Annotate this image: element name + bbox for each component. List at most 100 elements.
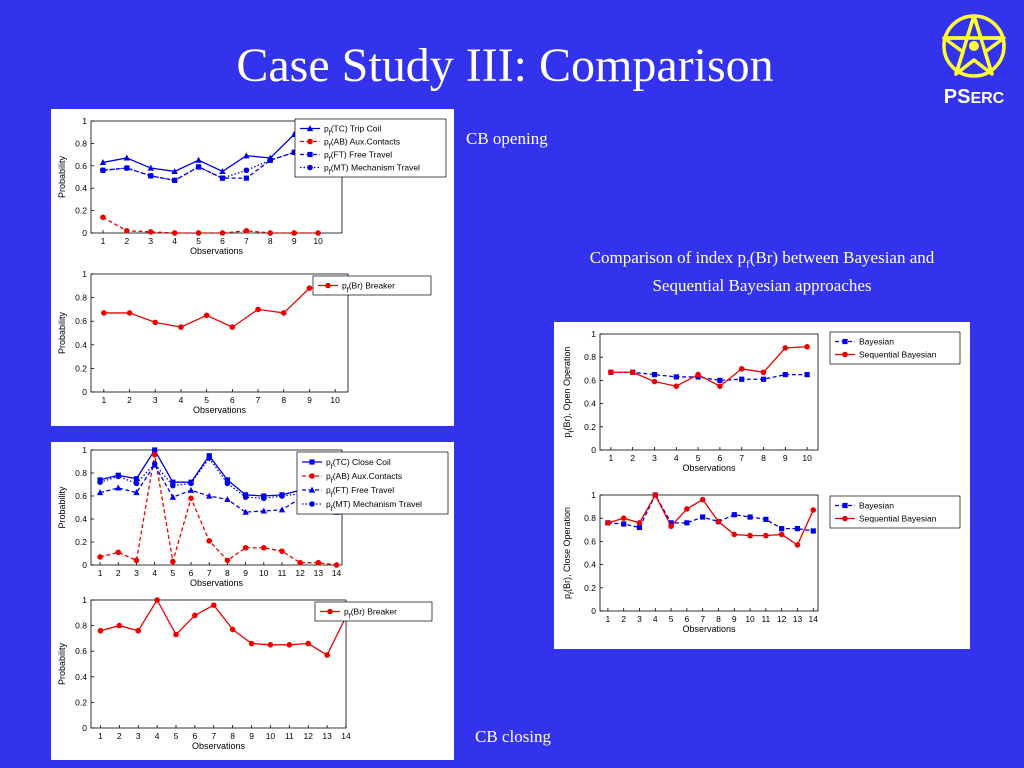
x-tick-label: 2 [116,568,121,578]
series-line [100,598,347,656]
x-tick-label: 9 [249,731,254,741]
data-point [248,640,255,647]
data-point [297,559,303,566]
legend-entry: Sequential Bayesian [859,350,937,360]
x-tick-label: 2 [630,453,635,463]
x-tick-label: 11 [285,731,294,741]
comparison-caption-pre: Comparison of index p [589,248,747,267]
series-line [103,286,336,328]
data-point [684,506,690,512]
data-point [219,168,226,174]
x-tick-label: 10 [266,731,276,741]
y-tick-label: 0.2 [584,422,596,432]
data-point [173,631,179,638]
data-point [315,230,321,236]
data-point [135,627,142,634]
y-tick-label: 0.8 [584,352,596,362]
x-tick-label: 8 [761,453,766,463]
y-tick-label: 0.4 [75,183,87,193]
series-line [102,216,319,234]
legend-marker [842,515,848,522]
data-point [260,495,267,502]
y-tick-label: 0.6 [75,316,87,326]
data-point [636,524,643,531]
data-point [124,165,130,171]
caption-cb-closing: CB closing [475,727,552,746]
x-tick-label: 14 [332,568,342,578]
data-point [169,493,177,500]
series-1 [97,451,340,568]
series-0 [101,284,338,330]
x-tick-label: 4 [172,236,177,246]
data-point [224,477,231,483]
x-axis-label: Observations [190,246,244,256]
data-point [738,366,745,372]
x-tick-label: 2 [127,395,132,405]
data-point [700,514,706,520]
y-tick-label: 0 [82,387,87,397]
legend-entry: pf(AB) Aux.Contacts [324,137,400,151]
legend-marker [309,473,315,479]
plot-area [90,273,349,393]
data-point [315,559,322,566]
y-tick-label: 0.2 [75,537,87,547]
legend-box [312,275,432,296]
data-point [229,626,236,633]
x-axis-label: Observations [193,405,247,415]
slide-title: Case Study III: Comparison [236,39,774,92]
legend-entry: Bayesian [859,501,894,511]
legend-box [294,118,447,178]
data-point [305,640,312,647]
data-point [684,520,690,526]
legend-box [314,601,433,622]
legend: pf(Br) Breaker [312,275,432,296]
x-tick-label: 13 [314,568,324,578]
y-tick-label: 0.8 [75,621,87,631]
data-point [97,554,103,560]
data-point [133,476,140,482]
data-point [178,324,184,330]
series-line [102,132,319,173]
data-point [333,562,340,568]
plot-area [599,494,819,612]
legend-entry: pf(MT) Mechanism Travel [324,163,420,177]
legend-entry: pf(Br) Breaker [344,607,397,621]
data-point [170,479,176,485]
legend-entry: pf(TC) Close Coil [326,457,391,471]
legend-box [296,451,449,515]
data-point [115,484,122,491]
data-point [147,173,154,179]
legend-entry: pf(MT) Mechanism Travel [326,499,422,513]
data-point [97,627,104,634]
x-tick-label: 12 [295,568,305,578]
series-line [610,371,808,382]
data-point [219,175,226,181]
data-point [195,230,202,236]
data-point [804,372,810,378]
data-point [779,526,785,532]
logo-text-small: ERC [970,90,1005,107]
y-tick-label: 0.2 [584,583,596,593]
data-point [255,306,261,313]
data-point [147,229,154,235]
x-tick-label: 8 [230,731,235,741]
x-tick-label: 8 [281,395,286,405]
y-tick-label: 0.8 [75,468,87,478]
legend: Bayesian Sequential Bayesian [829,495,961,529]
data-point [731,531,738,538]
x-tick-label: 12 [303,731,313,741]
data-point [152,447,158,453]
data-point [810,507,817,513]
data-point [695,371,701,378]
data-point [242,544,249,551]
legend-marker [306,125,314,132]
data-point [133,489,140,496]
data-point [154,597,160,603]
x-tick-label: 13 [322,731,332,741]
legend-box [829,495,961,529]
data-point [629,369,636,376]
y-tick-label: 0.2 [75,206,87,216]
x-tick-label: 11 [278,568,287,578]
